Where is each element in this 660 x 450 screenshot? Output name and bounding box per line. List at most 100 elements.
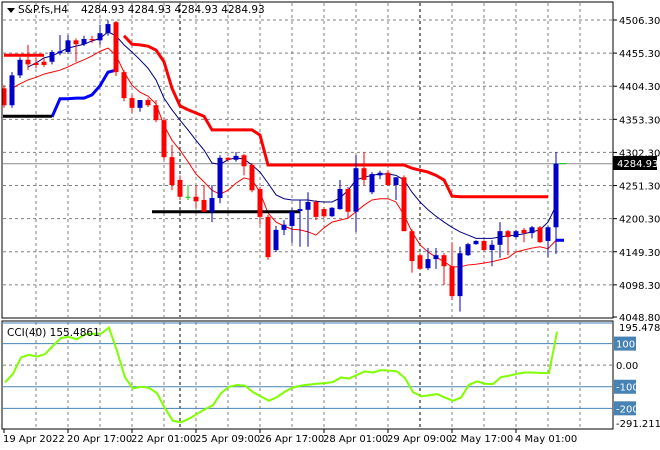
triangle-down-icon[interactable] <box>7 8 15 13</box>
candle <box>33 57 39 69</box>
candle-body <box>57 51 63 54</box>
candle <box>329 207 335 217</box>
candle-body <box>537 227 543 243</box>
candle <box>241 153 247 176</box>
candle-body <box>201 200 207 212</box>
candle <box>9 72 15 108</box>
candle-body <box>353 168 359 212</box>
candle <box>337 179 343 210</box>
cci-level-badge <box>614 401 636 416</box>
candle <box>537 225 543 243</box>
candle <box>353 155 359 232</box>
price-tick-label: 4251.30 <box>619 182 660 193</box>
candle-body <box>369 174 375 193</box>
price-tick-label: 4149.30 <box>619 248 660 259</box>
time-tick-label: 4 May 01:00 <box>515 434 577 445</box>
candle-body <box>553 163 559 228</box>
candle <box>249 163 255 193</box>
candle <box>177 175 183 201</box>
candle-body <box>337 188 343 210</box>
candle <box>113 20 119 77</box>
candle-body <box>257 188 263 217</box>
candle-body <box>457 253 463 297</box>
candle-body <box>17 59 23 76</box>
candle-body <box>65 40 71 53</box>
candle <box>481 240 487 252</box>
candle-body <box>345 188 351 212</box>
candle <box>89 35 95 43</box>
candle <box>473 240 479 245</box>
candle-body <box>233 155 239 160</box>
candle-body <box>209 198 215 212</box>
candle-body <box>465 244 471 256</box>
candle-body <box>129 98 135 108</box>
time-tick-label: 29 Apr 09:00 <box>387 434 452 445</box>
candle <box>393 177 399 201</box>
candle <box>281 220 287 236</box>
candle <box>449 242 455 300</box>
candle-body <box>289 211 295 226</box>
candle <box>257 187 263 225</box>
candle <box>193 185 199 208</box>
candle <box>545 225 551 258</box>
candle <box>313 200 319 221</box>
candle <box>441 253 447 286</box>
candle <box>321 207 327 219</box>
candle <box>273 225 279 252</box>
candle <box>169 144 175 191</box>
candle <box>217 155 223 204</box>
candle-body <box>313 201 319 217</box>
candle <box>409 229 415 273</box>
candle-body <box>153 105 159 121</box>
candle-body <box>145 100 151 106</box>
candle-body <box>361 168 367 180</box>
candle <box>137 100 143 112</box>
cci-series <box>4 326 558 424</box>
candle <box>185 185 191 201</box>
candle-body <box>1 88 7 106</box>
candle-body <box>441 255 447 267</box>
candle-body <box>305 201 311 210</box>
candle-body <box>25 59 31 65</box>
candle-body <box>281 224 287 230</box>
candle-body <box>497 231 503 245</box>
cci-level-badge <box>614 379 636 394</box>
cci-level-badge <box>614 336 636 351</box>
price-tick-label: 4302.30 <box>619 148 660 159</box>
price-tick-label: 4506.30 <box>619 16 660 27</box>
axes: 4506.30 4455.30 4404.30 4353.30 4302.30 4251.… <box>3 16 660 445</box>
candle <box>49 50 55 65</box>
candle <box>457 246 463 312</box>
candle-body <box>473 240 479 245</box>
candle <box>153 100 159 123</box>
current-price-box <box>613 156 657 170</box>
price-tick-label: 4048.80 <box>619 313 660 324</box>
candle <box>361 151 367 186</box>
cci-line <box>4 326 558 424</box>
cci-tick-label: 0.00 <box>616 361 638 372</box>
candle <box>489 240 495 267</box>
candle-body <box>393 177 399 186</box>
candle-body <box>177 179 183 197</box>
time-tick-label: 22 Apr 01:00 <box>131 434 196 445</box>
candle <box>41 57 47 67</box>
candle <box>417 253 423 271</box>
candle <box>289 207 295 243</box>
candle <box>553 151 559 254</box>
candle <box>121 70 127 102</box>
candle-body <box>545 227 551 241</box>
ohlc-label: 4284.93 4284.93 4284.93 4284.93 <box>81 4 265 16</box>
candle <box>233 151 239 162</box>
candle <box>345 187 351 219</box>
time-tick-label: 19 Apr 2022 <box>3 434 65 445</box>
candle <box>1 85 7 108</box>
main-grid <box>3 3 612 317</box>
candle-body <box>225 157 231 160</box>
candle-body <box>417 255 423 269</box>
candle <box>81 35 87 47</box>
candle <box>145 98 151 108</box>
candle <box>17 57 23 78</box>
candle-body <box>137 100 143 108</box>
time-tick-label: 28 Apr 01:00 <box>323 434 388 445</box>
